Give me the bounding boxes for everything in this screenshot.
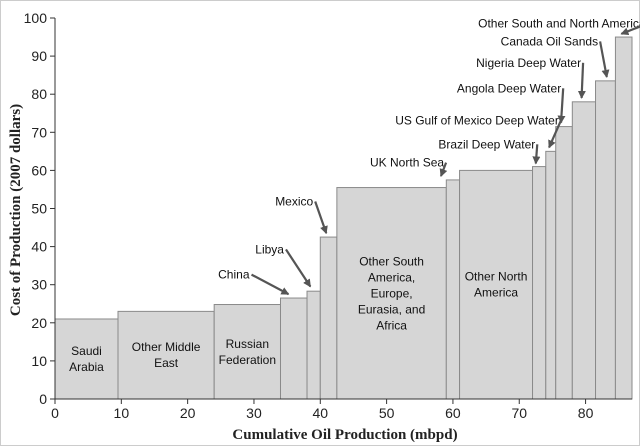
annotation-arrow [314, 201, 328, 235]
y-tick-label: 20 [31, 315, 47, 331]
x-tick-label: 0 [51, 405, 59, 421]
bar-label: Russian [226, 337, 269, 351]
annotation-label: Canada Oil Sands [501, 34, 598, 48]
bar-segment-1 [54, 318, 119, 400]
annotation-label: Angola Deep Water [457, 81, 561, 95]
bars-group [54, 36, 633, 400]
bar-label: East [154, 356, 179, 370]
annotation-label: Libya [255, 242, 284, 256]
annotation-arrow [548, 120, 562, 149]
axes-group: 0 10 20 30 40 50 60 70 80 90 100 0 10 20 30 40 50 60 70 80 [24, 10, 632, 421]
bar-segment-3 [213, 304, 281, 400]
bar-segment-10 [532, 166, 547, 400]
x-tick-label: 30 [246, 405, 262, 421]
bar-label: Other South [359, 254, 424, 268]
x-tick-label: 10 [114, 405, 130, 421]
bar-labels-group: Saudi Arabia Other Middle East Russian Federa… [69, 254, 527, 374]
bar-label: America, [368, 270, 415, 284]
x-tick-label: 60 [445, 405, 461, 421]
x-axis-title: Cumulative Oil Production (mbpd) [232, 427, 457, 443]
annotation-arrow [532, 144, 541, 165]
bar-segment-14 [595, 80, 616, 400]
y-tick-label: 80 [31, 86, 47, 102]
bar-segment-9 [459, 169, 534, 400]
bar-label: Other North [465, 270, 528, 284]
y-tick-label: 30 [31, 277, 47, 293]
y-tick-label: 100 [24, 10, 48, 26]
bar-segment-12 [555, 126, 573, 400]
x-tick-label: 70 [511, 405, 527, 421]
annotation-label: Brazil Deep Water [438, 137, 535, 151]
x-tick-label: 20 [180, 405, 196, 421]
y-tick-label: 90 [31, 48, 47, 64]
x-tick-label: 80 [578, 405, 594, 421]
bar-segment-11 [545, 150, 557, 400]
annotation-arrow [599, 41, 610, 78]
bar-label: America [474, 286, 518, 300]
y-tick-label: 0 [39, 391, 47, 407]
bar-label: Other Middle [132, 340, 201, 354]
bar-segment-2 [117, 310, 215, 400]
y-tick-label: 40 [31, 239, 47, 255]
bar-segment-5 [306, 290, 321, 400]
annotation-arrow [557, 88, 566, 124]
annotation-arrow [285, 248, 312, 288]
bar-segment-13 [571, 101, 597, 400]
annotation-arrow [577, 62, 586, 99]
x-tick-label: 50 [379, 405, 395, 421]
bar-label: Federation [219, 353, 276, 367]
annotation-arrow [620, 25, 640, 36]
annotation-arrow [439, 162, 448, 177]
bar-label: Europe, [371, 286, 413, 300]
y-axis-title: Cost of Production (2007 dollars) [8, 104, 24, 316]
x-tick-label: 40 [312, 405, 328, 421]
annotation-label: China [218, 268, 250, 282]
annotation-label: US Gulf of Mexico Deep Water [395, 114, 559, 128]
annotation-label: Other South and North America [478, 17, 640, 31]
y-tick-label: 10 [31, 353, 47, 369]
annotation-label: Nigeria Deep Water [476, 56, 581, 70]
annotation-label: Mexico [275, 194, 313, 208]
bar-segment-7 [336, 187, 447, 400]
y-tick-label: 60 [31, 162, 47, 178]
annotations-group: China Libya Mexico UK North Sea Brazil Deep … [218, 17, 640, 296]
annotation-arrow [250, 273, 290, 296]
bar-segment-6 [319, 236, 338, 400]
bar-label: Saudi [71, 344, 102, 358]
y-tick-label: 50 [31, 201, 47, 217]
bar-label: Eurasia, and [358, 302, 425, 316]
bar-label: Arabia [69, 360, 104, 374]
bar-segment-8 [445, 179, 461, 400]
bar-segment-4 [279, 297, 308, 400]
y-tick-label: 70 [31, 124, 47, 140]
annotation-label: UK North Sea [370, 156, 444, 170]
bar-segment-15 [614, 36, 633, 400]
bar-label: Africa [376, 318, 407, 332]
